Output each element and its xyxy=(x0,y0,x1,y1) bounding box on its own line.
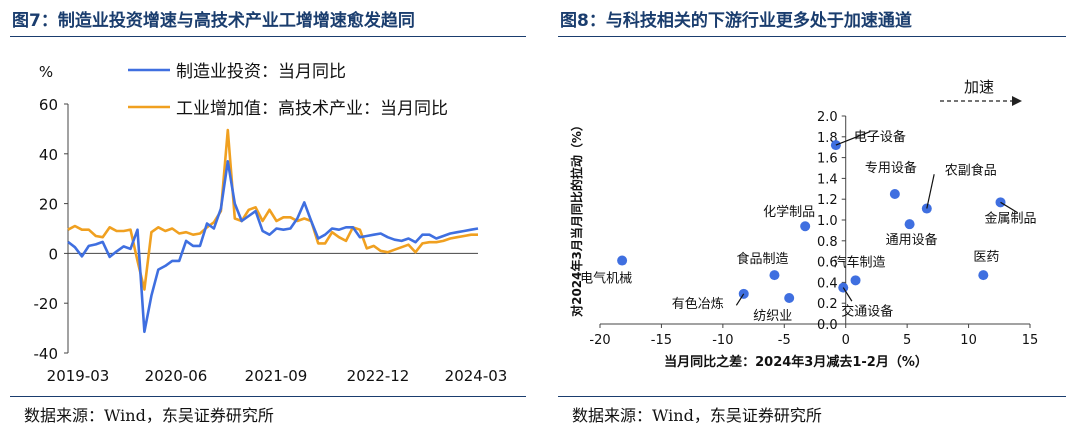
point-label: 食品制造 xyxy=(736,251,788,267)
x-tick-label: 5 xyxy=(903,333,911,348)
y-tick-label: 1.4 xyxy=(817,172,838,187)
left-panel: 图7：制造业投资增速与高技术产业工增增速愈发趋同 60 40 20 0 -20 -40% 2… xyxy=(10,11,526,425)
point-label: 有色冶炼 xyxy=(672,296,724,312)
label-leader-line xyxy=(926,174,935,209)
y-tick-label: 0.8 xyxy=(817,235,838,250)
x-tick-label: 2021-09 xyxy=(245,367,308,385)
y-tick-label: 20 xyxy=(39,196,58,214)
x-tick-label: 2020-06 xyxy=(145,367,208,385)
left-title-rule xyxy=(10,36,526,37)
label-leader-line xyxy=(842,287,853,302)
y-tick-label: 1.2 xyxy=(817,193,838,208)
y-tick-label: 1.6 xyxy=(817,152,838,167)
point-label: 专用设备 xyxy=(865,160,917,176)
label-leader-line xyxy=(835,131,871,146)
y-tick-label: 0.6 xyxy=(817,256,838,271)
x-tick-label: -20 xyxy=(589,333,610,348)
point-label: 交通设备 xyxy=(841,304,893,320)
y-tick-label: 2.0 xyxy=(817,110,838,125)
right-title-rule xyxy=(558,36,1066,37)
point-label: 金属制品 xyxy=(985,210,1037,226)
point-label: 通用设备 xyxy=(886,232,938,248)
left-source-rule xyxy=(10,396,526,397)
x-tick-label: 0 xyxy=(842,333,850,348)
point-label: 电子设备 xyxy=(854,129,906,145)
left-chart-title: 图7：制造业投资增速与高技术产业工增增速愈发趋同 xyxy=(12,11,415,31)
scatter-point xyxy=(769,270,780,281)
point-label: 医药 xyxy=(973,250,999,265)
scatter-point xyxy=(617,255,628,266)
y-tick-label: 0 xyxy=(48,245,58,263)
y-tick-label: 0.4 xyxy=(817,276,838,291)
scatter-point xyxy=(800,221,811,232)
x-tick-label: 10 xyxy=(960,333,977,348)
label-leader-line xyxy=(1000,201,1019,214)
x-tick-label: -15 xyxy=(651,333,672,348)
point-label: 化学制品 xyxy=(763,204,815,220)
y-tick-label: 0.2 xyxy=(817,297,838,312)
y-tick-label: -40 xyxy=(34,345,59,363)
scatter-point xyxy=(784,293,795,303)
x-tick-label: 2022-12 xyxy=(347,367,410,385)
scatter-chart: -20 -15 -10 -5 0 5 10 15 0.0 0.2 0.4 0.6 0.8 1.0 1.2 1.… xyxy=(569,78,1039,370)
right-chart-title: 图8：与科技相关的下游行业更多处于加速通道 xyxy=(560,11,912,31)
series-line-hightech-industry xyxy=(67,128,478,291)
y-tick-label: -20 xyxy=(34,295,59,313)
scatter-point xyxy=(978,270,989,281)
accelerate-label: 加速 xyxy=(964,78,994,96)
x-tick-label: -10 xyxy=(712,333,733,348)
scatter-point xyxy=(850,275,861,286)
right-source-rule xyxy=(558,396,1066,397)
line-chart: 60 40 20 0 -20 -40% 2019-03 2020-06 2021-09 2022-… xyxy=(34,62,508,385)
left-source: 数据来源：Wind，东吴证券研究所 xyxy=(24,406,274,425)
y-tick-label: 60 xyxy=(39,96,58,114)
right-panel: 图8：与科技相关的下游行业更多处于加速通道 -20 -15 -10 -5 0 5 10 15 0… xyxy=(548,0,1080,441)
x-axis-title: 当月同比之差：2024年3月减去1-2月（%） xyxy=(664,354,928,370)
accelerate-arrowhead xyxy=(1012,96,1022,106)
label-leader-line xyxy=(735,293,745,306)
y-tick-label: 0.0 xyxy=(817,318,838,333)
y-axis-unit: % xyxy=(39,63,53,81)
x-tick-label: 2019-03 xyxy=(47,367,110,385)
x-tick-label: 2024-03 xyxy=(445,367,508,385)
legend-label: 工业增加值：高技术产业：当月同比 xyxy=(176,99,448,119)
point-label: 纺织业 xyxy=(753,309,792,324)
point-label: 汽车制造 xyxy=(834,254,886,270)
series-line-manufacturing-investment xyxy=(67,160,479,334)
point-label: 电气机械 xyxy=(580,271,632,287)
y-tick-label: 1.0 xyxy=(817,214,838,229)
point-label: 农副食品 xyxy=(945,163,997,179)
x-tick-label: -5 xyxy=(778,333,791,348)
scatter-point xyxy=(904,219,915,230)
right-source: 数据来源：Wind，东吴证券研究所 xyxy=(572,406,822,425)
scatter-point xyxy=(889,189,900,199)
y-tick-label: 40 xyxy=(39,146,58,164)
y-axis-title: 对2024年3月当月同比的拉动（%） xyxy=(569,119,584,317)
legend-label: 制造业投资：当月同比 xyxy=(176,62,346,82)
x-tick-label: 15 xyxy=(1022,333,1039,348)
